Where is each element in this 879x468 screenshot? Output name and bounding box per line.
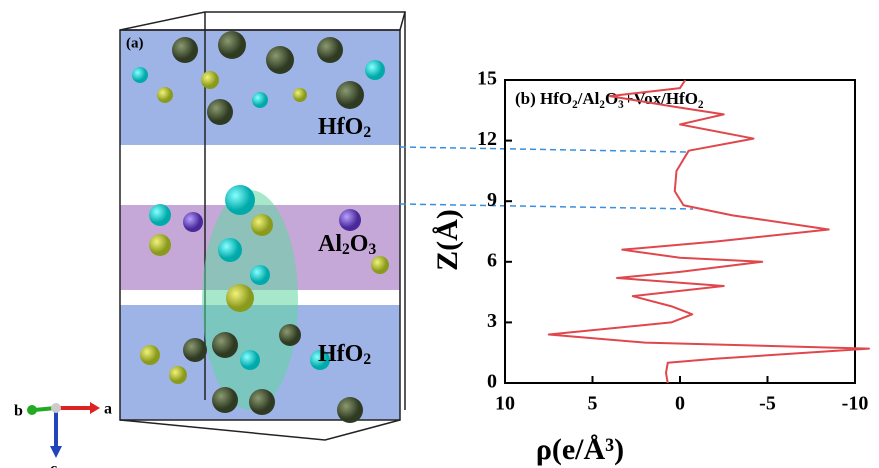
x-tick-label: 10 (495, 393, 515, 415)
x-tick-label: -5 (759, 393, 776, 415)
panel-label: (a) (126, 35, 144, 51)
y-tick-label: 9 (487, 189, 497, 211)
x-tick-label: 5 (588, 393, 598, 415)
y-tick-label: 3 (487, 310, 497, 332)
atoms (132, 31, 389, 423)
chart-title: (b) HfO2/Al2O3+Vox/HfO2 (515, 89, 704, 111)
x-tick-label: 0 (675, 393, 685, 415)
layer-label: HfO2 (318, 341, 371, 368)
x-axis-label: ρ(e/Å³) (536, 433, 624, 466)
axis-name: c (50, 461, 57, 468)
x-tick-label: -10 (842, 393, 869, 415)
y-tick-label: 6 (487, 249, 497, 271)
axes-triad (27, 402, 100, 458)
connector (399, 146, 689, 153)
connector (399, 203, 694, 210)
y-tick-label: 12 (477, 128, 497, 150)
density-curve (547, 79, 870, 384)
cell-frame (119, 11, 406, 441)
panel-a: (a) HfO2 Al2O3 HfO2 a b c (14, 11, 406, 468)
layer-label: Al2O3 (318, 231, 376, 258)
y-tick-label: 0 (487, 371, 497, 393)
axis-name: b (14, 403, 23, 420)
axis-name: a (104, 401, 112, 418)
y-axis-label: Z(Å) (431, 209, 464, 271)
y-tick-label: 15 (477, 68, 497, 90)
layer-label: HfO2 (318, 114, 371, 141)
